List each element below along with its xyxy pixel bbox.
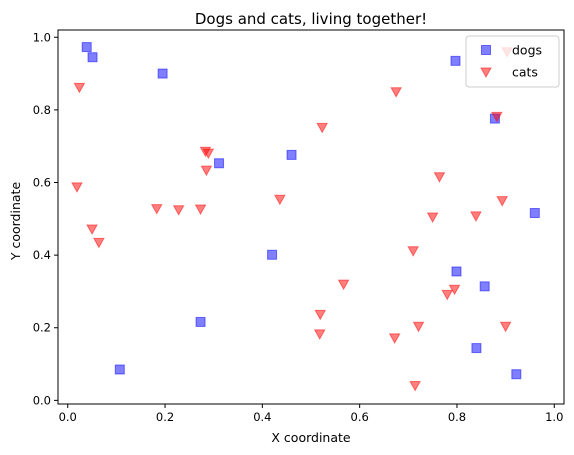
cats-point — [313, 329, 326, 340]
series-cats — [71, 47, 513, 392]
legend: dogs cats — [465, 35, 560, 88]
cats-point — [202, 148, 215, 160]
y-tick-label: 0.8 — [33, 103, 51, 117]
series-dogs — [81, 42, 540, 380]
x-tick-label: 0.8 — [448, 410, 466, 424]
dogs-point — [451, 266, 462, 277]
dogs-point — [157, 68, 168, 79]
cats-point — [496, 196, 509, 207]
cats-point — [426, 212, 439, 224]
x-tick-label: 0.4 — [253, 410, 271, 424]
x-tick-label: 0.0 — [59, 410, 77, 424]
x-tick-label: 1.0 — [545, 410, 563, 424]
cats-point — [433, 172, 446, 183]
x-tick-label: 0.2 — [156, 410, 174, 424]
cats-point — [491, 111, 503, 123]
y-tick-label: 0.4 — [33, 248, 51, 262]
cats-point — [93, 237, 105, 249]
legend-label-dogs: dogs — [512, 43, 542, 58]
cats-point — [172, 205, 185, 216]
cats-point — [409, 380, 421, 392]
legend-marker-cats — [480, 67, 492, 79]
legend-marker-dogs — [481, 45, 491, 55]
x-axis-ticks: 0.0 0.2 0.4 0.6 0.8 1.0 — [59, 404, 563, 424]
legend-label-cats: cats — [512, 65, 538, 80]
cats-point — [390, 87, 402, 98]
cats-point — [316, 122, 329, 134]
dogs-point — [286, 149, 297, 160]
cats-point — [388, 333, 401, 344]
y-tick-label: 0.2 — [33, 321, 51, 335]
dogs-point — [214, 158, 225, 169]
dogs-point — [479, 281, 490, 292]
dogs-point — [529, 208, 540, 219]
y-tick-label: 1.0 — [33, 30, 51, 44]
dogs-point — [87, 52, 98, 63]
cats-point — [499, 321, 512, 333]
cats-point — [274, 194, 286, 206]
y-tick-label: 0.6 — [33, 176, 51, 190]
y-tick-label: 0.0 — [33, 393, 51, 407]
dogs-point — [267, 249, 278, 260]
chart-title: Dogs and cats, living together! — [195, 10, 427, 28]
dogs-point — [81, 42, 92, 53]
cats-point — [314, 309, 327, 321]
y-axis-ticks: 0.0 0.2 0.4 0.6 0.8 1.0 — [33, 30, 58, 407]
cats-point — [194, 204, 207, 216]
y-axis-label: Y coordinate — [8, 182, 23, 262]
cats-point — [200, 165, 213, 177]
data-points — [71, 42, 540, 392]
dogs-point — [471, 343, 482, 354]
dogs-point — [511, 369, 522, 380]
dogs-point — [195, 316, 206, 327]
cats-point — [337, 279, 350, 291]
cats-point — [150, 204, 163, 215]
plot-frame — [57, 29, 565, 405]
cats-point — [441, 289, 454, 301]
cats-point — [71, 182, 83, 193]
x-tick-label: 0.6 — [351, 410, 369, 424]
dogs-point — [450, 55, 461, 66]
cats-point — [448, 284, 461, 296]
cats-point — [73, 82, 86, 94]
cats-point — [412, 321, 425, 333]
x-axis-label: X coordinate — [271, 430, 351, 445]
cats-point — [86, 224, 98, 236]
cats-point — [407, 246, 420, 257]
cats-point — [470, 211, 482, 222]
dogs-point — [114, 364, 125, 375]
